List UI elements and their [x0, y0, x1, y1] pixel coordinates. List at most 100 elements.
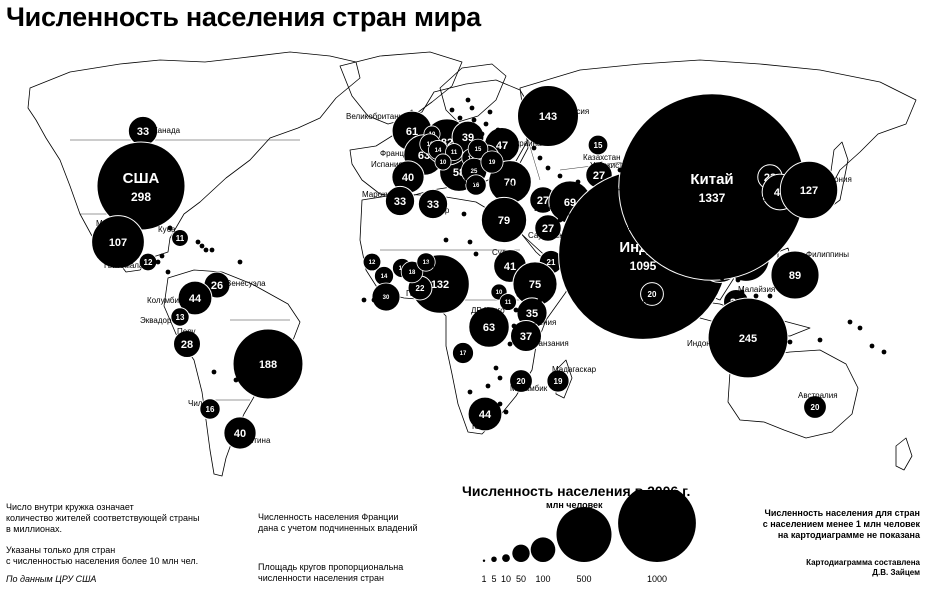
- bubble-value: 27: [542, 223, 554, 235]
- bubble-circle: [434, 153, 452, 171]
- bubble-small: 16: [465, 174, 487, 196]
- small-country-dot: [537, 155, 543, 161]
- landmass-new-zealand: [895, 437, 913, 471]
- bubble-value: 14: [381, 274, 388, 280]
- bubble-value: 16: [206, 405, 215, 414]
- small-country-dot: [483, 121, 489, 127]
- small-country-dot: [759, 237, 765, 243]
- bubble-circle: [416, 252, 436, 272]
- bubble-value: 26: [211, 280, 223, 292]
- source-note: По данным ЦРУ США: [6, 574, 97, 584]
- small-country-dot: [493, 365, 499, 371]
- bubble-value: 47: [496, 140, 508, 152]
- bubble-value: 21: [547, 258, 556, 267]
- country-label-мексика: Мексика: [96, 219, 128, 228]
- bubble-circle: [171, 229, 189, 247]
- bubble-small: 11: [499, 293, 517, 311]
- bubble-name: США: [123, 170, 160, 187]
- note-line: дана с учетом подчиненных владений: [258, 523, 418, 533]
- bubble-казахстан: 15: [587, 134, 609, 156]
- small-country-dot: [719, 275, 725, 281]
- bubble-value: 20: [648, 290, 657, 299]
- legend-value: 1: [481, 574, 486, 584]
- small-country-dot: [773, 337, 779, 343]
- bubble-value: 13: [176, 313, 185, 322]
- note-line: численности населения стран: [258, 573, 384, 583]
- small-country-dot: [497, 375, 503, 381]
- bubble-китай: Китай 1337: [618, 93, 806, 281]
- bubble-индонезия: 245: [707, 297, 789, 379]
- legend-circle-5: [491, 556, 497, 562]
- bubble-circle: [445, 143, 463, 161]
- small-country-dot: [617, 167, 623, 173]
- legend-circle-100: [530, 537, 556, 562]
- landmass-scandinavia: [439, 63, 507, 123]
- small-country-dot: [575, 179, 581, 185]
- bubble-алжир: 33: [417, 188, 449, 220]
- bubble-small: 11: [445, 143, 463, 161]
- bubble-small: 10: [434, 153, 452, 171]
- small-country-dot: [579, 241, 585, 247]
- bubble-value: 20: [811, 403, 820, 412]
- small-country-dot: [487, 109, 493, 115]
- small-country-dot: [511, 323, 517, 329]
- country-label-индонезия: Индонезия: [687, 339, 727, 348]
- country-label-гана: Гана: [406, 289, 424, 298]
- bubble-value: 44: [479, 409, 492, 421]
- small-country-dot: [545, 215, 551, 221]
- country-label-филиппины: Филиппины: [806, 250, 849, 259]
- bubble-value: 40: [402, 172, 414, 184]
- bubble-канада: 33: [127, 115, 159, 147]
- small-country-dot: [735, 277, 741, 283]
- country-label-украина: Украина: [511, 139, 542, 148]
- bubble-value: 10: [440, 160, 447, 166]
- small-country-dot: [495, 127, 501, 133]
- country-label-шри-ланка: Шри-Ланка: [614, 297, 656, 306]
- bubble-value: 17: [460, 351, 467, 357]
- note-line: на картодиаграмме не показана: [777, 530, 920, 540]
- country-label-канада: Канада: [153, 126, 181, 135]
- country-label-вьетнам: Вьетнам: [750, 239, 782, 248]
- legend-value: 10: [501, 574, 511, 584]
- bubble-circle: [452, 342, 474, 364]
- bubble-circle: [232, 328, 304, 400]
- bubble-circle: [465, 174, 487, 196]
- note-area: Площадь кругов пропорциональна численнос…: [258, 562, 403, 584]
- note-threshold: Указаны только для стран с численностью …: [6, 545, 198, 567]
- bubble-small: 14: [374, 266, 394, 286]
- bubble-circle: [480, 196, 528, 244]
- bubble-value: 22: [416, 284, 425, 293]
- small-country-dot: [469, 105, 475, 111]
- legend-value: 50: [516, 574, 526, 584]
- country-labels: Канада Мексика Куба Гватемала Венесуэла Колум…: [96, 107, 852, 445]
- country-label-корея: Корея: [757, 194, 779, 203]
- country-label-нигерия: Нигерия: [427, 261, 458, 270]
- bubble-circle: [480, 150, 504, 174]
- country-label-чили: Чили: [188, 399, 207, 408]
- bubble-куба: 11: [171, 229, 189, 247]
- bubble-value: 79: [498, 215, 510, 227]
- bubble-circle: [546, 369, 570, 393]
- bubble-value: 107: [109, 237, 127, 249]
- small-country-dot: [739, 289, 745, 295]
- bubble-value: 69: [564, 197, 576, 209]
- bubble-value: 127: [800, 185, 818, 197]
- bubble-value: 1095: [630, 259, 657, 273]
- bubble-филиппины: 89: [770, 250, 820, 300]
- bubble-эквадор: 13: [170, 307, 190, 327]
- small-country-dot: [461, 211, 467, 217]
- bubble-марокко: 33: [384, 185, 416, 217]
- small-country-dot: [531, 145, 537, 151]
- country-label-куба: Куба: [158, 225, 176, 234]
- note-line: Численность населения для стран: [764, 508, 920, 518]
- small-country-dot: [557, 173, 563, 179]
- landmass-greenland: [339, 51, 463, 125]
- bubble-circle: [417, 188, 449, 220]
- small-country-dot: [671, 213, 677, 219]
- small-country-dot: [209, 247, 215, 253]
- country-label-марокко: Марокко: [362, 190, 394, 199]
- note-small-countries: Численность населения для стран с населе…: [746, 508, 920, 541]
- border-russia-west: [527, 139, 541, 181]
- small-country-dot: [467, 239, 473, 245]
- map-title: Численность населения стран мира: [6, 2, 481, 32]
